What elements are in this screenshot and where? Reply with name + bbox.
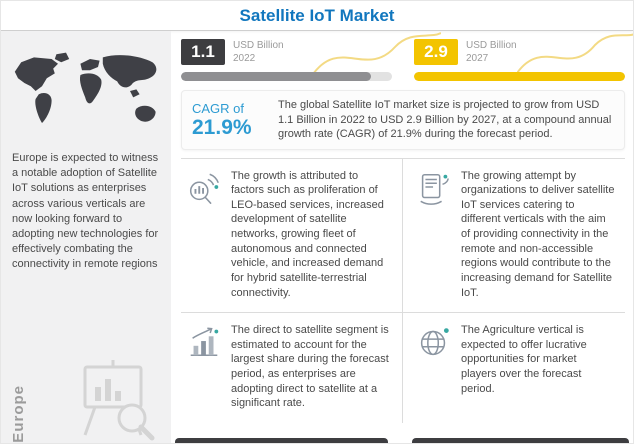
content: Europe is expected to witness a notable … xyxy=(1,31,633,443)
stat-2022: 1.1 USD Billion 2022 xyxy=(181,39,392,81)
stat-unit-2022: USD Billion 2022 xyxy=(233,40,284,64)
region-bottom: Europe xyxy=(10,357,162,443)
page-title: Satellite IoT Market xyxy=(239,5,395,25)
chart-presentation-magnifier-icon xyxy=(70,357,162,443)
radar-signal-icon xyxy=(185,169,223,207)
main-content: 1.1 USD Billion 2022 2.9 USD Billion 202… xyxy=(171,31,633,443)
section-footer-strip xyxy=(411,438,629,443)
region-panel: Europe is expected to witness a notable … xyxy=(1,31,171,443)
market-size-stats: 1.1 USD Billion 2022 2.9 USD Billion 202… xyxy=(181,39,625,81)
world-map-icon xyxy=(10,43,162,139)
cagr-card: CAGR of 21.9% The global Satellite IoT m… xyxy=(181,90,625,150)
insight-direct-to-satellite: The direct to satellite segment is estim… xyxy=(181,313,403,423)
region-label: Europe xyxy=(10,385,27,443)
market-value-2027: 2.9 xyxy=(414,39,458,65)
progress-bar-2022 xyxy=(181,72,392,81)
progress-bar-2027 xyxy=(414,72,625,81)
market-value-2022: 1.1 xyxy=(181,39,225,65)
connected-device-icon xyxy=(415,169,453,207)
cagr-block: CAGR of 21.9% xyxy=(192,101,264,139)
stat-unit-2027: USD Billion 2027 xyxy=(466,40,517,64)
section-footer-strip xyxy=(175,438,388,443)
stat-2027: 2.9 USD Billion 2027 xyxy=(414,39,625,81)
region-description: Europe is expected to witness a notable … xyxy=(12,152,159,271)
insights-grid: The growth is attributed to factors such… xyxy=(181,157,625,423)
insight-growth-drivers: The growth is attributed to factors such… xyxy=(181,157,403,314)
cagr-prefix: CAGR of xyxy=(192,100,245,116)
cagr-value: 21.9% xyxy=(192,115,252,139)
market-summary: The global Satellite IoT market size is … xyxy=(278,99,612,141)
insight-agriculture-vertical: The Agriculture vertical is expected to … xyxy=(403,313,625,423)
growth-chart-icon xyxy=(185,323,223,361)
header: Satellite IoT Market xyxy=(1,1,633,31)
globe-icon xyxy=(415,323,453,361)
insight-service-demand: The growing attempt by organizations to … xyxy=(403,157,625,314)
